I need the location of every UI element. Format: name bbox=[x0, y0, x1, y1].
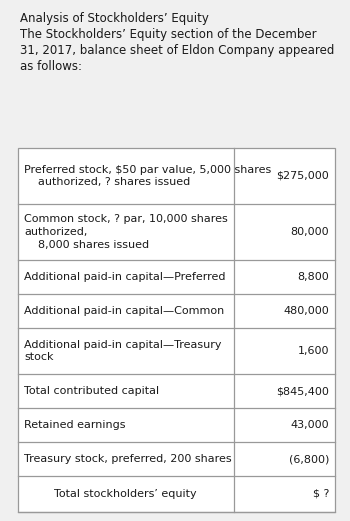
Text: Retained earnings: Retained earnings bbox=[24, 420, 126, 430]
Text: (6,800): (6,800) bbox=[289, 454, 329, 464]
Text: 8,800: 8,800 bbox=[297, 272, 329, 282]
Text: 480,000: 480,000 bbox=[283, 306, 329, 316]
Text: $845,400: $845,400 bbox=[276, 386, 329, 396]
Bar bbox=[18, 148, 335, 512]
Text: 1,600: 1,600 bbox=[298, 346, 329, 356]
Text: 43,000: 43,000 bbox=[290, 420, 329, 430]
Text: 80,000: 80,000 bbox=[290, 227, 329, 237]
Text: $ ?: $ ? bbox=[313, 489, 329, 499]
Text: as follows:: as follows: bbox=[20, 60, 82, 73]
Text: $275,000: $275,000 bbox=[276, 171, 329, 181]
Text: Analysis of Stockholders’ Equity: Analysis of Stockholders’ Equity bbox=[20, 12, 209, 25]
Text: Total stockholders’ equity: Total stockholders’ equity bbox=[54, 489, 197, 499]
Text: Preferred stock, $50 par value, 5,000 shares
    authorized, ? shares issued: Preferred stock, $50 par value, 5,000 sh… bbox=[24, 165, 271, 188]
Text: The Stockholders’ Equity section of the December: The Stockholders’ Equity section of the … bbox=[20, 28, 317, 41]
Text: 31, 2017, balance sheet of Eldon Company appeared: 31, 2017, balance sheet of Eldon Company… bbox=[20, 44, 334, 57]
Text: Additional paid-in capital—Preferred: Additional paid-in capital—Preferred bbox=[24, 272, 225, 282]
Text: Additional paid-in capital—Common: Additional paid-in capital—Common bbox=[24, 306, 224, 316]
Text: Treasury stock, preferred, 200 shares: Treasury stock, preferred, 200 shares bbox=[24, 454, 232, 464]
Text: Additional paid-in capital—Treasury
stock: Additional paid-in capital—Treasury stoc… bbox=[24, 340, 222, 363]
Text: Common stock, ? par, 10,000 shares
authorized,
    8,000 shares issued: Common stock, ? par, 10,000 shares autho… bbox=[24, 214, 228, 250]
Text: Total contributed capital: Total contributed capital bbox=[24, 386, 159, 396]
